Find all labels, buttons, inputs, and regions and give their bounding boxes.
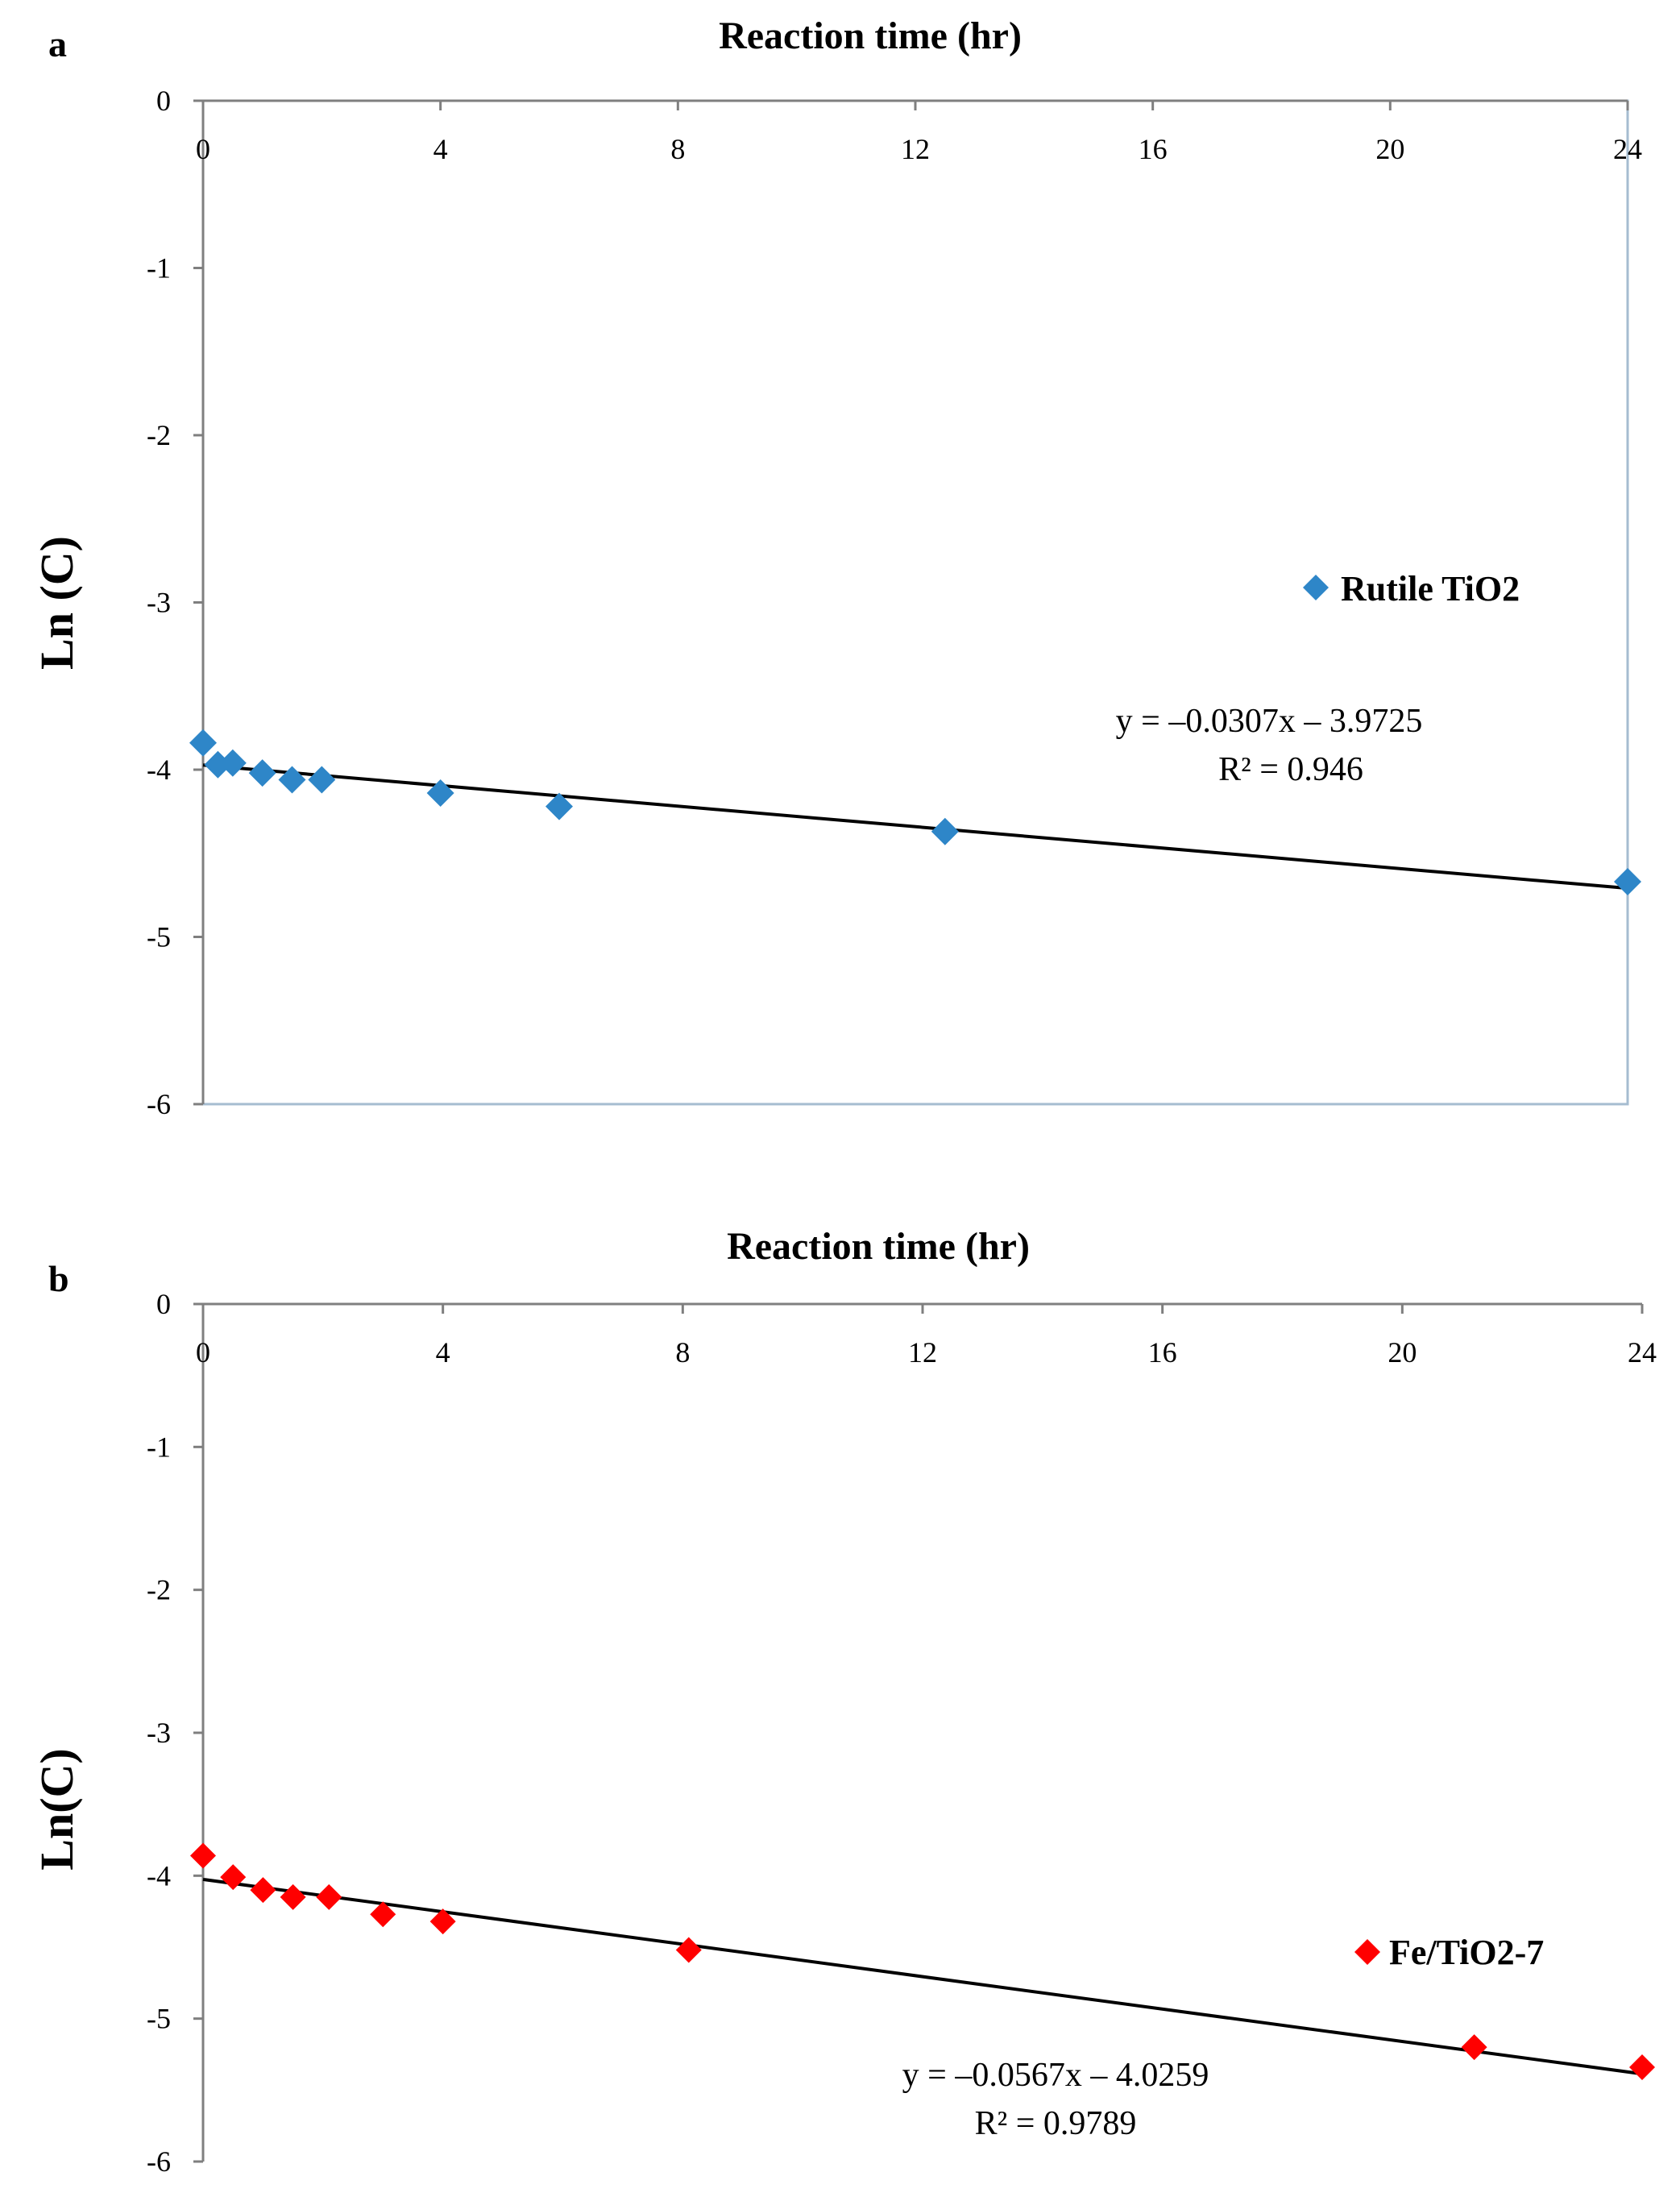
data-point bbox=[280, 1883, 306, 1910]
panel-a-y-axis-title: Ln (C) bbox=[31, 536, 83, 670]
data-point bbox=[248, 759, 276, 787]
panel-b-r-squared: R² = 0.9789 bbox=[975, 2105, 1137, 2142]
panel-a-x-axis-title: Reaction time (hr) bbox=[719, 15, 1022, 57]
x-tick-label: 20 bbox=[1375, 133, 1404, 165]
y-tick-label: -3 bbox=[147, 587, 171, 619]
data-point bbox=[250, 1877, 276, 1904]
y-tick-label: -6 bbox=[147, 2145, 171, 2178]
y-tick-label: -4 bbox=[147, 754, 171, 786]
data-point bbox=[931, 817, 959, 845]
panel-b-y-ticks: 0 -1 -2 -3 -4 -5 -6 bbox=[147, 1288, 203, 2178]
data-point bbox=[218, 749, 247, 777]
x-tick-label: 24 bbox=[1628, 1336, 1657, 1368]
panel-a-trendline-group bbox=[202, 763, 1628, 891]
data-point bbox=[1461, 2034, 1487, 2061]
data-point bbox=[545, 792, 573, 820]
data-point bbox=[189, 729, 217, 757]
panel-a-y-ticks: 0 -1 -2 -3 -4 -5 -6 bbox=[147, 85, 203, 1120]
y-tick-label: -1 bbox=[147, 252, 171, 284]
y-tick-label: -6 bbox=[147, 1088, 171, 1120]
y-tick-label: -2 bbox=[147, 1574, 171, 1606]
y-tick-label: 0 bbox=[156, 1288, 171, 1320]
panel-a-equation: y = –0.0307x – 3.9725 bbox=[1116, 703, 1423, 740]
x-tick-label: 4 bbox=[433, 133, 448, 165]
panel-b-y-axis-title: Ln(C) bbox=[31, 1748, 83, 1870]
x-tick-label: 16 bbox=[1148, 1336, 1177, 1368]
y-tick-label: -1 bbox=[147, 1431, 171, 1463]
panel-b: b Reaction time (hr) Ln(C) 0 4 8 12 16 20 24 0… bbox=[31, 1225, 1657, 2178]
panel-a-label: a bbox=[48, 23, 67, 64]
data-point bbox=[370, 1901, 396, 1928]
data-point bbox=[308, 766, 336, 794]
panel-a-points bbox=[189, 729, 1641, 896]
panel-b-legend: Fe/TiO2-7 bbox=[1354, 1933, 1544, 1972]
x-tick-label: 16 bbox=[1139, 133, 1168, 165]
panel-b-x-ticks: 0 4 8 12 16 20 24 bbox=[196, 1304, 1657, 1368]
panel-b-legend-label: Fe/TiO2-7 bbox=[1389, 1933, 1544, 1972]
y-tick-label: -5 bbox=[147, 2003, 171, 2035]
panel-b-x-axis-title: Reaction time (hr) bbox=[727, 1225, 1030, 1268]
x-tick-label: 0 bbox=[196, 1336, 210, 1368]
x-tick-label: 12 bbox=[908, 1336, 937, 1368]
panel-b-equation: y = –0.0567x – 4.0259 bbox=[902, 2057, 1209, 2094]
y-tick-label: -4 bbox=[147, 1859, 171, 1892]
x-tick-label: 4 bbox=[436, 1336, 450, 1368]
panel-a: a Reaction time (hr) Ln (C) 0 4 8 12 16 20 24 … bbox=[31, 15, 1642, 1120]
y-tick-label: -2 bbox=[147, 419, 171, 451]
panel-a-x-ticks: 0 4 8 12 16 20 24 bbox=[196, 101, 1642, 165]
x-tick-label: 8 bbox=[675, 1336, 690, 1368]
data-point bbox=[220, 1864, 247, 1891]
panel-a-r-squared: R² = 0.946 bbox=[1218, 751, 1363, 788]
data-point bbox=[675, 1937, 702, 1963]
data-point bbox=[316, 1883, 342, 1910]
panel-a-legend-label: Rutile TiO2 bbox=[1341, 569, 1520, 608]
x-tick-label: 8 bbox=[670, 133, 685, 165]
data-point bbox=[278, 766, 306, 794]
data-point bbox=[190, 1842, 216, 1869]
panel-b-points bbox=[190, 1842, 1655, 2080]
x-tick-label: 0 bbox=[196, 133, 210, 165]
panel-a-legend: Rutile TiO2 bbox=[1303, 569, 1520, 608]
data-point bbox=[1629, 2054, 1655, 2080]
y-tick-label: -3 bbox=[147, 1717, 171, 1749]
panel-b-label: b bbox=[48, 1258, 69, 1299]
trendline bbox=[202, 1877, 1643, 2076]
panel-a-legend-marker bbox=[1303, 575, 1329, 600]
data-point bbox=[426, 779, 454, 808]
panel-b-trendline-group bbox=[202, 1877, 1643, 2076]
data-point bbox=[1614, 868, 1641, 896]
y-tick-label: -5 bbox=[147, 921, 171, 953]
data-point bbox=[429, 1908, 456, 1935]
trendline bbox=[202, 763, 1628, 891]
x-tick-label: 12 bbox=[901, 133, 930, 165]
x-tick-label: 24 bbox=[1613, 133, 1642, 165]
panel-b-legend-marker bbox=[1354, 1939, 1380, 1965]
y-tick-label: 0 bbox=[156, 85, 171, 117]
x-tick-label: 20 bbox=[1388, 1336, 1417, 1368]
